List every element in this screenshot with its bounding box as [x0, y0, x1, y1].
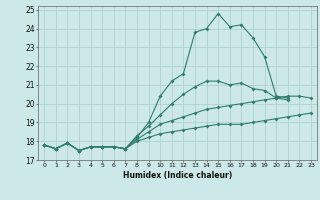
- X-axis label: Humidex (Indice chaleur): Humidex (Indice chaleur): [123, 171, 232, 180]
